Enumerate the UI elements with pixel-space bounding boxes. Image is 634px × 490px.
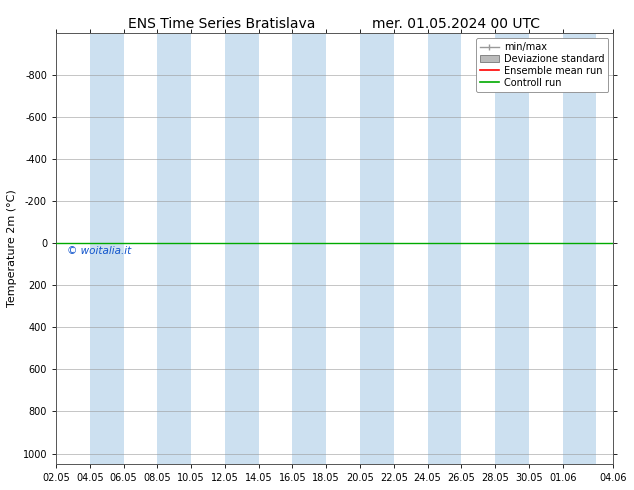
Bar xyxy=(427,33,462,464)
Bar xyxy=(495,33,529,464)
Y-axis label: Temperature 2m (°C): Temperature 2m (°C) xyxy=(7,190,17,307)
Bar xyxy=(90,33,124,464)
Bar xyxy=(157,33,191,464)
Legend: min/max, Deviazione standard, Ensemble mean run, Controll run: min/max, Deviazione standard, Ensemble m… xyxy=(476,38,609,92)
Text: © woitalia.it: © woitalia.it xyxy=(67,246,131,256)
Text: ENS Time Series Bratislava: ENS Time Series Bratislava xyxy=(128,17,316,31)
Bar xyxy=(562,33,597,464)
Bar xyxy=(360,33,394,464)
Bar xyxy=(292,33,327,464)
Text: mer. 01.05.2024 00 UTC: mer. 01.05.2024 00 UTC xyxy=(373,17,540,31)
Bar xyxy=(225,33,259,464)
